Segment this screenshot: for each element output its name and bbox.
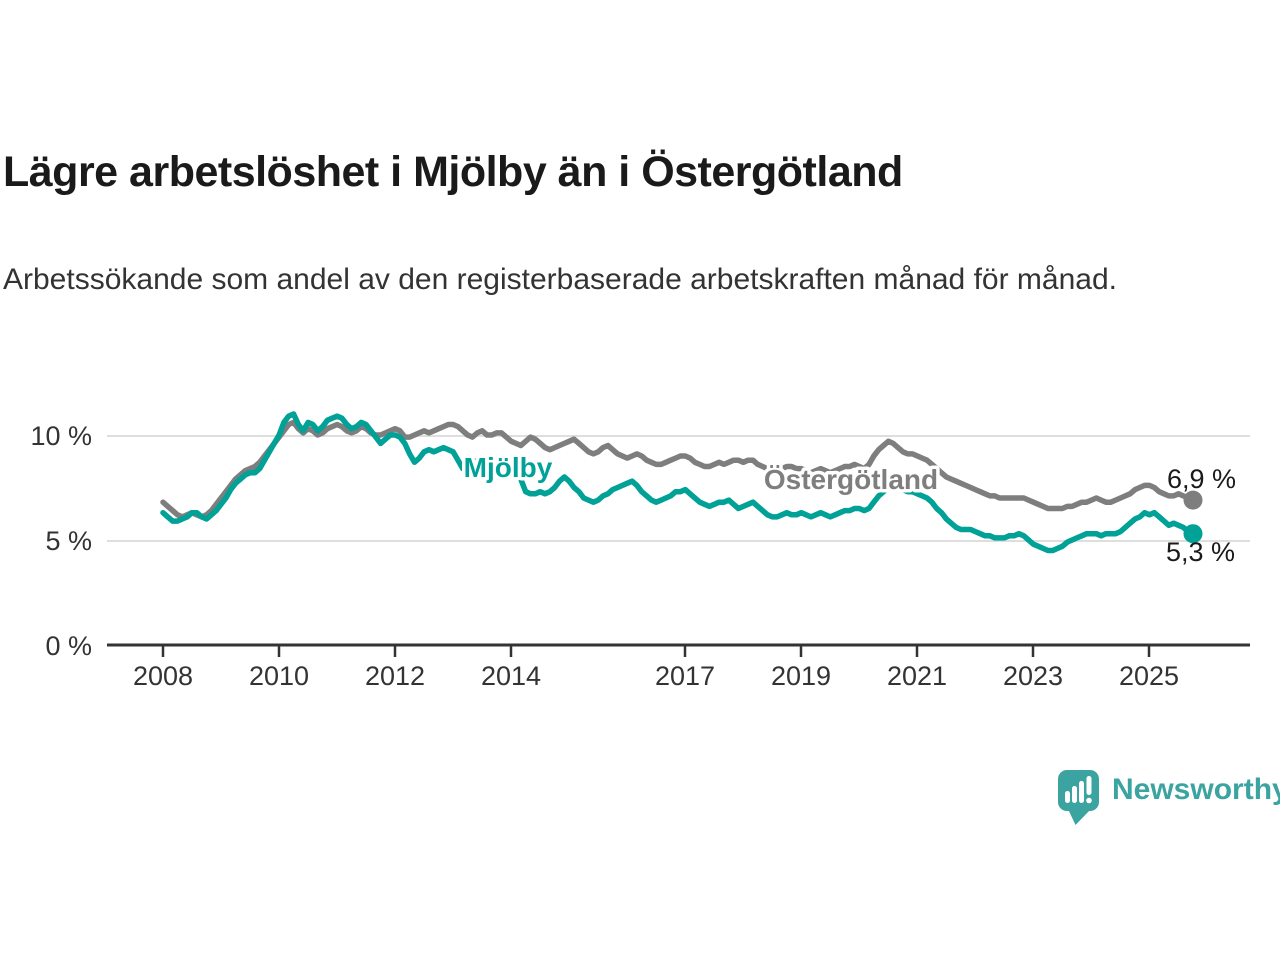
series-end-dot-Mjölby (1183, 524, 1203, 544)
x-tick-label-2021: 2021 (887, 661, 947, 691)
series-line-Östergötland (160, 419, 1196, 520)
series-label-mjolby: Mjölby (464, 452, 553, 483)
x-tick-label-2012: 2012 (365, 661, 425, 691)
page-title: Lägre arbetslöshet i Mjölby än i Östergö… (3, 148, 903, 196)
x-tick-label-2019: 2019 (771, 661, 831, 691)
x-tick-label-2025: 2025 (1119, 661, 1179, 691)
x-tick-label-2014: 2014 (481, 661, 541, 691)
end-value-ostergotland: 6,9 % (1167, 464, 1236, 494)
series-end-dot-Östergötland (1183, 490, 1203, 510)
x-tick-label-2023: 2023 (1003, 661, 1063, 691)
y-tick-label-0: 0 % (45, 631, 92, 661)
newsworthy-logo-text: Newsworthy (1112, 773, 1280, 806)
page-subtitle: Arbetssökande som andel av den registerb… (3, 263, 1117, 296)
x-tick-label-2008: 2008 (133, 661, 193, 691)
end-value-mjolby: 5,3 % (1166, 537, 1235, 567)
series-layer (160, 411, 1203, 554)
y-tick-label-5: 5 % (45, 526, 92, 556)
x-tick-label-2017: 2017 (655, 661, 715, 691)
x-tick-label-2010: 2010 (249, 661, 309, 691)
newsworthy-logo-icon (1058, 770, 1099, 825)
series-line-Mjölby (160, 411, 1196, 554)
newsworthy-logo: Newsworthy (1056, 768, 1280, 826)
series-label-ostergotland: Östergötland (764, 464, 938, 495)
y-tick-label-10: 10 % (30, 421, 92, 451)
logo-barchart-glyph (1065, 776, 1092, 804)
x-axis-ticks (161, 646, 1151, 657)
